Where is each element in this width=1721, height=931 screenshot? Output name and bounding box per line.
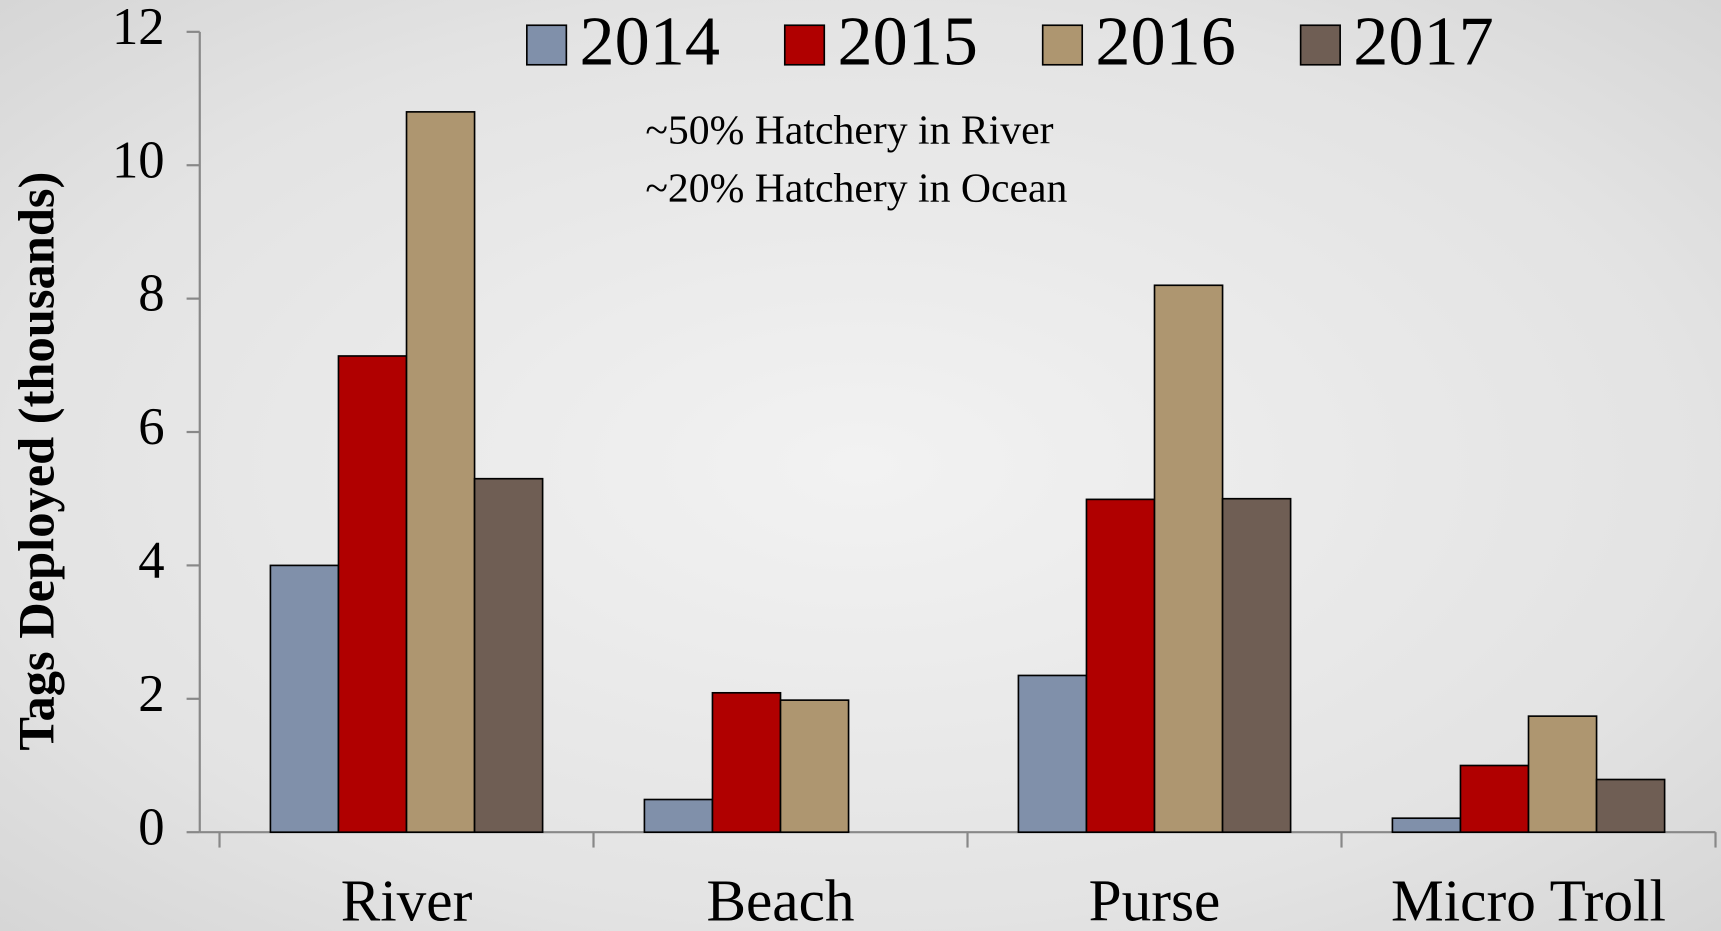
legend-swatch (1299, 24, 1341, 66)
bar (779, 699, 850, 834)
x-tick-label: River (341, 867, 473, 931)
x-tick-label: Micro Troll (1391, 867, 1666, 931)
annotation: ~50% Hatchery in River (645, 108, 1053, 154)
legend-label: 2014 (580, 2, 720, 80)
bar (643, 798, 714, 834)
bar (405, 111, 476, 834)
y-tick-label: 0 (138, 798, 164, 856)
bar (1527, 715, 1598, 834)
bar (1595, 778, 1666, 834)
y-tick-label: 4 (138, 531, 164, 589)
bar (269, 564, 340, 834)
bar (711, 691, 782, 834)
bar (1017, 674, 1088, 834)
legend-label: 2015 (837, 2, 977, 80)
y-tick-label: 8 (138, 265, 164, 323)
legend-label: 2016 (1095, 2, 1235, 80)
bar (1221, 497, 1292, 834)
x-tick-label: Beach (706, 867, 854, 931)
annotation: ~20% Hatchery in Ocean (645, 166, 1067, 212)
bar (1153, 284, 1224, 834)
bar (1085, 498, 1156, 834)
x-tick-label: Purse (1089, 867, 1221, 931)
legend-swatch (526, 24, 568, 66)
legend-label: 2017 (1353, 2, 1493, 80)
bar (1459, 764, 1530, 834)
y-axis-label: Tags Deployed (thousands) (8, 172, 64, 751)
bar (1391, 817, 1462, 834)
y-tick-label: 2 (138, 665, 164, 723)
y-tick-label: 10 (112, 131, 165, 189)
legend-swatch (1041, 24, 1084, 66)
y-tick-label: 12 (112, 0, 165, 56)
y-tick-label: 6 (138, 398, 164, 456)
legend-swatch (783, 24, 826, 66)
bar (473, 477, 544, 834)
bar (337, 355, 408, 834)
